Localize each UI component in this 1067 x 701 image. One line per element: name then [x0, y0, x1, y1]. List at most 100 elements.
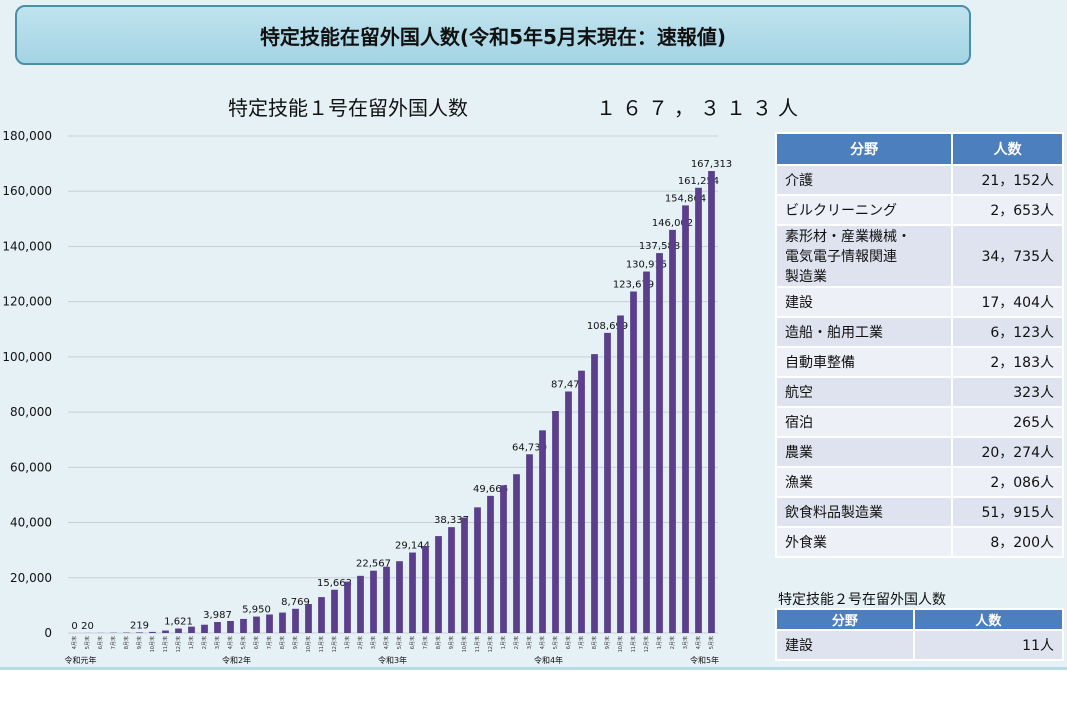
- bar: [344, 581, 351, 633]
- x-tick-label: 9月末: [604, 636, 611, 649]
- bar: [331, 589, 338, 633]
- field-name: 漁業: [785, 475, 813, 491]
- field-cell: 建設: [774, 286, 954, 318]
- field-cell: 自動車整備: [774, 346, 954, 378]
- x-tick-label: 1月末: [188, 636, 195, 649]
- data-label: 38,337: [434, 515, 469, 526]
- bar: [539, 430, 546, 633]
- bottom-divider: [0, 667, 1067, 670]
- field-name: 建設: [785, 638, 813, 654]
- field-name: 自動車整備: [785, 355, 855, 371]
- x-tick-label: 8月末: [435, 636, 442, 649]
- field-cell: 介護: [774, 164, 954, 196]
- x-tick-label: 5月末: [552, 636, 559, 649]
- bar: [461, 517, 468, 633]
- table-row: 自動車整備 2，183人: [774, 346, 1064, 378]
- bar: [643, 271, 650, 633]
- bar: [604, 332, 611, 633]
- data-label: 1,621: [164, 617, 193, 628]
- x-tick-label: 4月末: [695, 636, 702, 649]
- table-row: 外食業 8，200人: [774, 526, 1064, 558]
- y-tick-label: 140,000: [2, 239, 52, 253]
- table-row: 造船・舶用工業 6，123人: [774, 316, 1064, 348]
- x-tick-label: 8月末: [279, 636, 286, 649]
- era-label: 令和5年: [690, 655, 719, 665]
- x-tick-label: 8月末: [123, 636, 130, 649]
- bar: [552, 411, 559, 633]
- count-cell: 21，152人: [951, 164, 1064, 196]
- header-banner: 特定技能在留外国人数(令和5年5月末現在：速報値): [15, 5, 971, 65]
- x-tick-label: 7月末: [578, 636, 585, 649]
- x-tick-label: 5月末: [396, 636, 403, 649]
- data-label: 49,666: [473, 484, 508, 495]
- bar: [695, 187, 702, 633]
- field-name: ビルクリーニング: [785, 203, 897, 219]
- x-tick-label: 4月末: [227, 636, 234, 649]
- field-name: 農業: [785, 445, 813, 461]
- bar: [318, 597, 325, 633]
- x-tick-label: 5月末: [708, 636, 715, 649]
- x-tick-label: 4月末: [539, 636, 546, 649]
- bar: [422, 546, 429, 633]
- bar: [253, 616, 260, 633]
- chart-total: １６７，３１３人: [596, 96, 804, 120]
- x-tick-label: 5月末: [240, 636, 247, 649]
- era-label: 令和4年: [534, 655, 563, 665]
- x-tick-label: 2月末: [669, 636, 676, 649]
- field-name: 造船・舶用工業: [785, 325, 883, 341]
- bar: [474, 507, 481, 633]
- data-label: 123,679: [613, 280, 654, 291]
- bar-chart: 0 20,000 40,000 60,000 80,000 100,000 120,000 1…: [2, 129, 732, 665]
- bar: [513, 474, 520, 633]
- x-tick-label: 6月末: [565, 636, 572, 649]
- field-name: 建設: [785, 295, 813, 311]
- x-tick-label: 10月末: [461, 636, 468, 652]
- x-tick-label: 1月末: [344, 636, 351, 649]
- field-cell: 宿泊: [774, 406, 954, 438]
- tokutei-2-field-table: 分野 人数 建設 11人: [775, 608, 1065, 661]
- count-cell: 2，183人: [951, 346, 1064, 378]
- data-label: 15,663: [317, 578, 352, 589]
- count-cell: 323人: [951, 376, 1064, 408]
- field-cell: 農業: [774, 436, 954, 468]
- x-tick-label: 7月末: [266, 636, 273, 649]
- x-tick-label: 7月末: [110, 636, 117, 649]
- y-tick-label: 0: [44, 626, 52, 640]
- count-cell: 2，086人: [951, 466, 1064, 498]
- y-tick-label: 40,000: [10, 516, 52, 530]
- x-tick-label: 8月末: [591, 636, 598, 649]
- data-label: 130,915: [626, 260, 667, 271]
- x-tick-label: 3月末: [682, 636, 689, 649]
- x-tick-label: 6月末: [253, 636, 260, 649]
- x-tick-label: 3月末: [526, 636, 533, 649]
- bar: [357, 575, 364, 633]
- x-tick-label: 9月末: [292, 636, 299, 649]
- bar: [279, 612, 286, 633]
- table-row: 建設 11人: [775, 629, 1065, 661]
- bar: [214, 621, 221, 633]
- field-name: 電気電子情報関連: [785, 249, 897, 265]
- data-label: 22,567: [356, 559, 391, 570]
- field-cell: 航空: [774, 376, 954, 408]
- table-header-count: 人数: [951, 132, 1064, 166]
- bar: [682, 205, 689, 633]
- bar: [656, 253, 663, 633]
- x-tick-label: 4月末: [383, 636, 390, 649]
- table-row: ビルクリーニング 2，653人: [774, 194, 1064, 226]
- bar: [136, 632, 143, 633]
- bar: [591, 354, 598, 633]
- bar: [201, 624, 208, 633]
- y-tick-label: 120,000: [2, 295, 52, 309]
- bar: [383, 566, 390, 633]
- count-cell: 8，200人: [951, 526, 1064, 558]
- x-tick-label: 4月末: [71, 636, 78, 649]
- bar: [500, 485, 507, 633]
- y-tick-label: 160,000: [2, 184, 52, 198]
- era-label: 令和2年: [222, 655, 251, 665]
- table-row: 漁業 2，086人: [774, 466, 1064, 498]
- era-label: 令和元年: [65, 655, 97, 665]
- field-cell: 漁業: [774, 466, 954, 498]
- count-cell: 20，274人: [951, 436, 1064, 468]
- data-label: 5,950: [242, 605, 271, 616]
- bar: [435, 536, 442, 633]
